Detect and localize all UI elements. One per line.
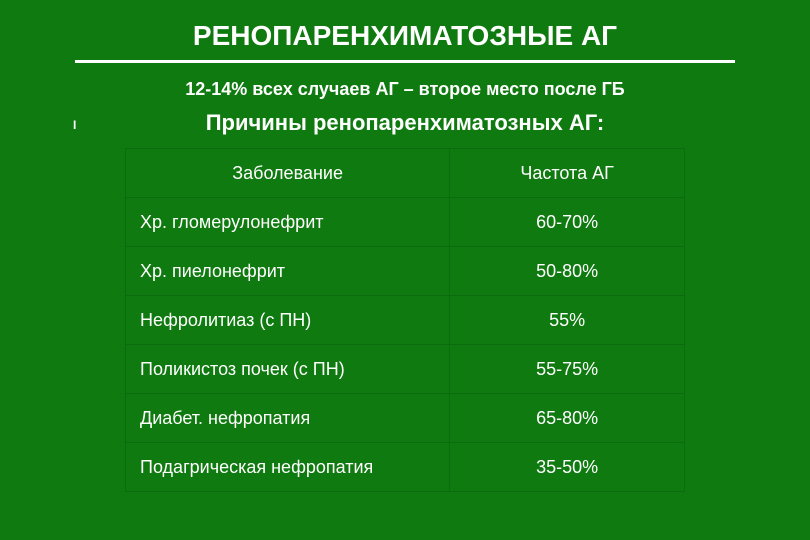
separator bbox=[75, 60, 735, 63]
cell-disease: Подагрическая нефропатия bbox=[126, 443, 450, 492]
table-row: Поликистоз почек (с ПН) 55-75% bbox=[126, 345, 685, 394]
cell-disease: Нефролитиаз (с ПН) bbox=[126, 296, 450, 345]
cell-disease: Поликистоз почек (с ПН) bbox=[126, 345, 450, 394]
cell-disease: Хр. гломерулонефрит bbox=[126, 198, 450, 247]
cell-frequency: 35-50% bbox=[450, 443, 685, 492]
table-row: Подагрическая нефропатия 35-50% bbox=[126, 443, 685, 492]
table-row: Хр. пиелонефрит 50-80% bbox=[126, 247, 685, 296]
cell-frequency: 50-80% bbox=[450, 247, 685, 296]
cell-disease: Хр. пиелонефрит bbox=[126, 247, 450, 296]
slide: РЕНОПАРЕНХИМАТОЗНЫЕ АГ 12-14% всех случа… bbox=[0, 0, 810, 540]
heading-row: I Причины ренопаренхиматозных АГ: bbox=[75, 110, 735, 136]
cell-frequency: 55-75% bbox=[450, 345, 685, 394]
subtitle: 12-14% всех случаев АГ – второе место по… bbox=[0, 79, 810, 100]
cell-frequency: 55% bbox=[450, 296, 685, 345]
section-heading: Причины ренопаренхиматозных АГ: bbox=[75, 110, 735, 136]
table-row: Нефролитиаз (с ПН) 55% bbox=[126, 296, 685, 345]
data-table: Заболевание Частота АГ Хр. гломерулонефр… bbox=[125, 148, 685, 492]
table-row: Хр. гломерулонефрит 60-70% bbox=[126, 198, 685, 247]
list-marker: I bbox=[73, 118, 76, 132]
table-row: Диабет. нефропатия 65-80% bbox=[126, 394, 685, 443]
table-header-row: Заболевание Частота АГ bbox=[126, 149, 685, 198]
col-header-frequency: Частота АГ bbox=[450, 149, 685, 198]
page-title: РЕНОПАРЕНХИМАТОЗНЫЕ АГ bbox=[0, 20, 810, 52]
cell-frequency: 65-80% bbox=[450, 394, 685, 443]
cell-disease: Диабет. нефропатия bbox=[126, 394, 450, 443]
col-header-disease: Заболевание bbox=[126, 149, 450, 198]
cell-frequency: 60-70% bbox=[450, 198, 685, 247]
